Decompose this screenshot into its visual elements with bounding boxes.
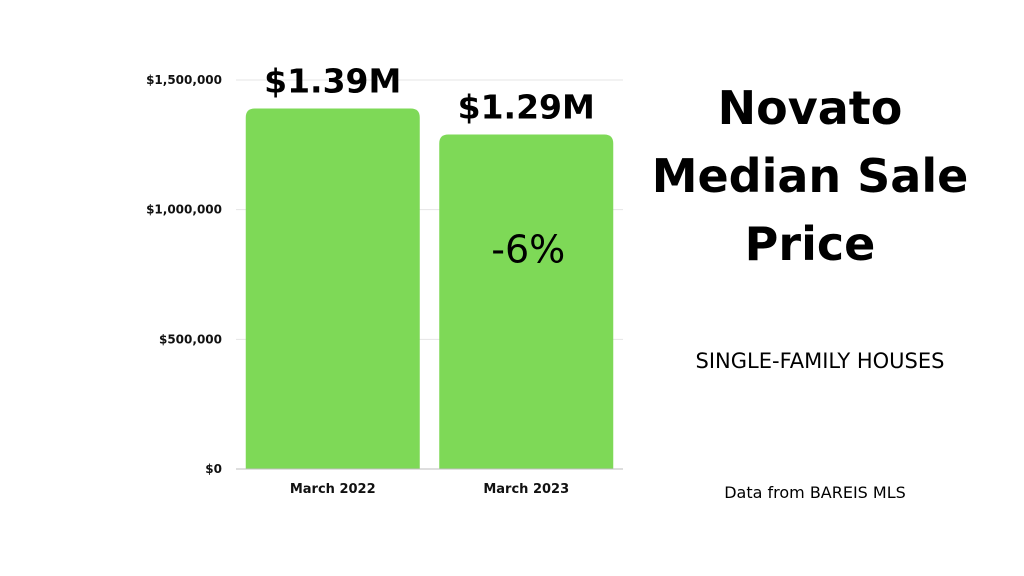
x-axis-category-labels: March 2022 March 2023 [290,482,569,497]
y-tick-label: $0 [205,462,222,476]
bar-value-label: $1.29M [458,87,595,126]
bar-value-labels: $1.39M $1.29M [264,62,595,127]
y-tick-label: $1,000,000 [146,203,222,217]
bar-march-2023 [439,134,614,469]
data-source-note: Data from BAREIS MLS [724,483,906,502]
change-annotation: -6% [491,227,565,271]
bar-march-2022 [245,108,420,469]
y-axis-tick-labels: $0 $500,000 $1,000,000 $1,500,000 [146,73,222,476]
x-category-label: March 2023 [483,482,569,497]
y-tick-label: $500,000 [159,332,222,346]
chart-subtitle: SINGLE-FAMILY HOUSES [695,349,945,373]
y-tick-label: $1,500,000 [146,73,222,87]
x-category-label: March 2022 [290,482,376,497]
bars [245,108,614,469]
bar-chart: $0 $500,000 $1,000,000 $1,500,000 March 202… [146,62,623,497]
chart-title: Novato Median Sale Price [651,81,969,271]
bar-value-label: $1.39M [264,62,401,101]
